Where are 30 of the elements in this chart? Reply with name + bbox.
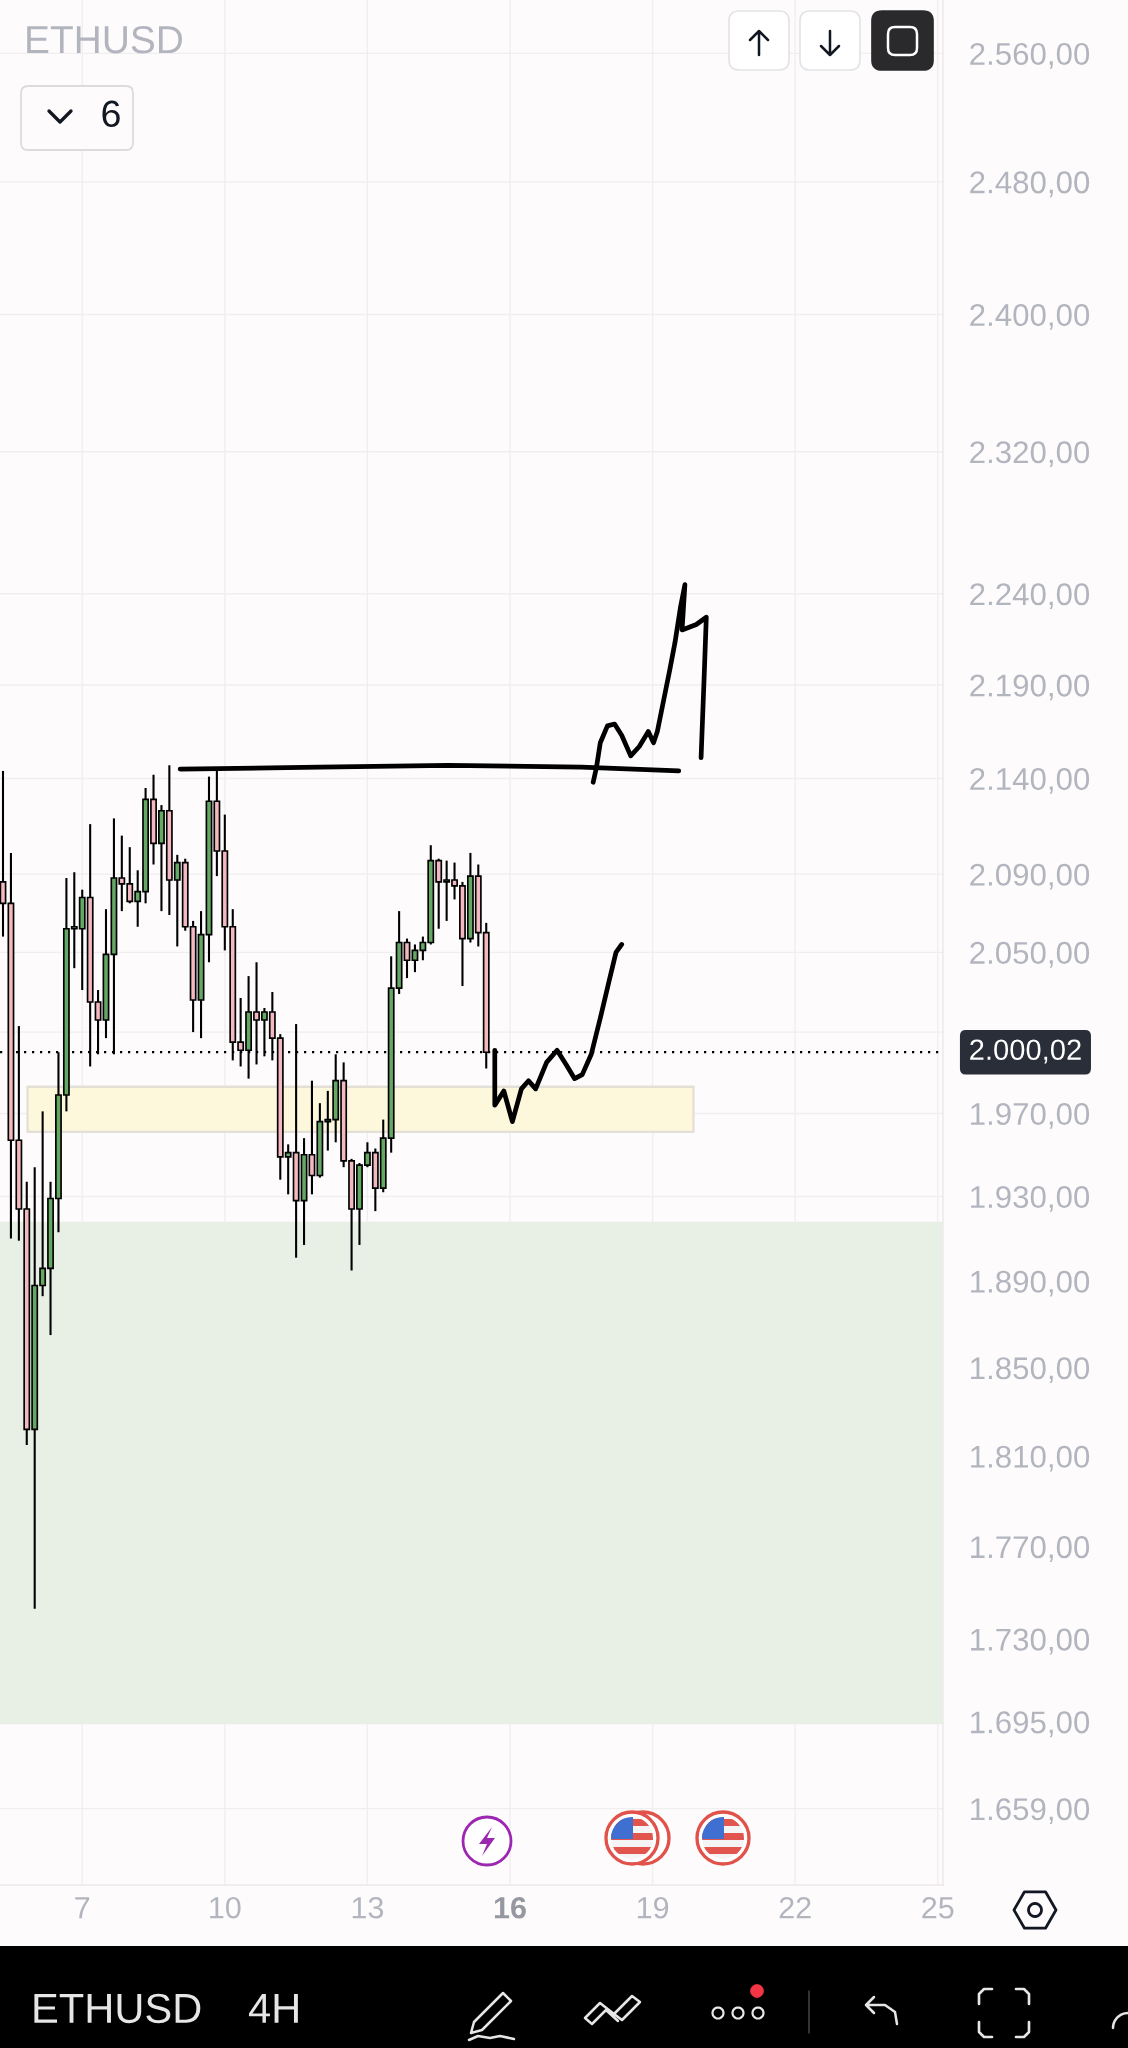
annotation: 6 — [102, 100, 120, 128]
y-tick-label: 1.970,00 — [971, 1102, 1090, 1129]
y-tick-label: 2.190,00 — [970, 674, 1090, 701]
y-tick-label: 2.400,00 — [970, 304, 1090, 330]
y-tick-label: 1.659,00 — [971, 1798, 1090, 1824]
y-tick-label: 1.850,00 — [971, 1357, 1090, 1384]
y-tick-label: 2.050,00 — [970, 941, 1090, 968]
y-tick-label: 2.480,00 — [970, 171, 1090, 198]
y-tick-label: 1.890,00 — [971, 1270, 1090, 1297]
y-tick-label: 2.140,00 — [970, 768, 1090, 794]
x-tick-label: 16 — [494, 1896, 526, 1919]
x-tick-label: 10 — [210, 1896, 241, 1919]
x-tick-label: 25 — [922, 1896, 954, 1919]
y-tick-label: 2.240,00 — [970, 583, 1090, 610]
y-tick-label: 1.695,00 — [971, 1711, 1090, 1738]
y-tick-label: 1.930,00 — [971, 1185, 1090, 1212]
y-tick-label: 1.770,00 — [971, 1536, 1090, 1562]
y-tick-label: 1.730,00 — [971, 1628, 1090, 1655]
text: ETHUSD — [34, 1993, 201, 2024]
y-tick-label: 2.560,00 — [970, 42, 1090, 69]
x-tick-label: 19 — [637, 1896, 669, 1919]
x-tick-label: 13 — [352, 1896, 384, 1919]
ref-line-label: 2.000,02 — [970, 1039, 1081, 1064]
x-tick-label: 7 — [75, 1897, 90, 1919]
y-tick-label: 1.810,00 — [971, 1445, 1090, 1472]
x-tick-label: 22 — [779, 1896, 811, 1919]
text: 4H — [248, 1994, 298, 2023]
y-tick-label: 2.320,00 — [970, 441, 1090, 468]
y-tick-label: 2.090,00 — [970, 863, 1090, 890]
text: ETHUSD — [27, 25, 183, 54]
